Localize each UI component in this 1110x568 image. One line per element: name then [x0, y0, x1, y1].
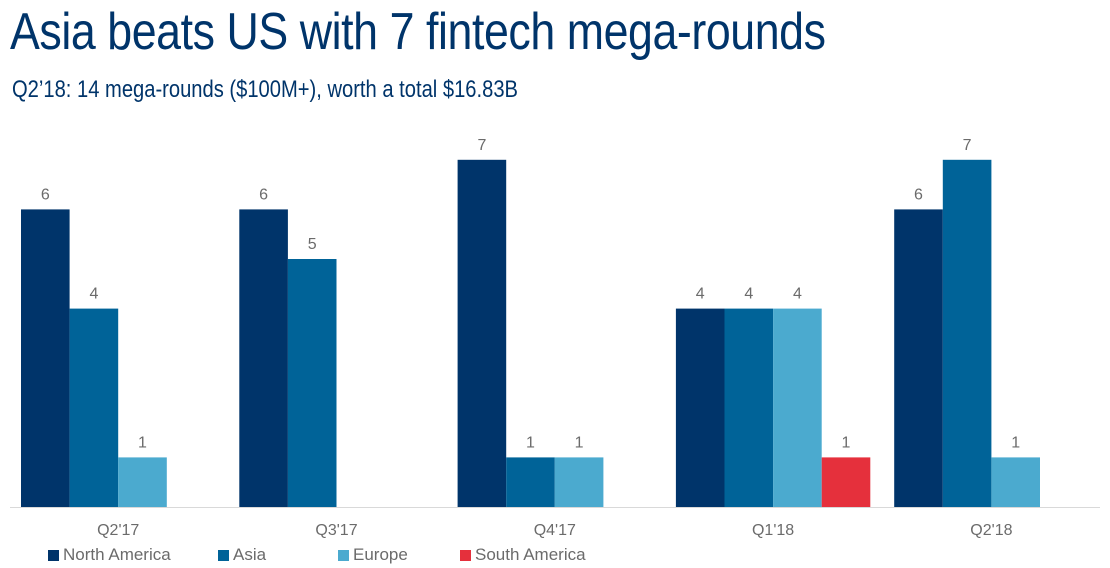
x-tick-label: Q2'18: [970, 522, 1012, 539]
bar-asia-Q218: [942, 159, 992, 508]
x-tick-label: Q1'18: [752, 522, 794, 539]
x-tick-label: Q4'17: [534, 522, 576, 539]
data-label: 1: [575, 434, 584, 451]
legend-swatch: [218, 549, 229, 561]
data-labels-layer: 6 4 1 6 5 7 1 1 4 4 4 1 6 7 1: [41, 137, 1020, 452]
data-label: 1: [842, 434, 851, 451]
data-label: 4: [696, 286, 705, 303]
bar-asia-Q217: [69, 308, 119, 507]
legend-item-asia: Asia: [218, 545, 338, 565]
legend-item-south-america: South America: [460, 545, 620, 565]
data-label: 6: [41, 186, 50, 203]
chart-subtitle: Q2’18: 14 mega-rounds ($100M+), worth a …: [12, 76, 518, 103]
data-label: 5: [308, 236, 317, 253]
bar-asia-Q118: [724, 308, 774, 507]
data-label: 4: [744, 286, 753, 303]
data-label: 1: [1011, 434, 1020, 451]
x-tick-label: Q2'17: [97, 522, 139, 539]
data-label: 6: [914, 186, 923, 203]
legend-swatch: [460, 549, 471, 561]
bar-north-america-Q217: [21, 209, 70, 507]
bar-europe-Q417: [554, 457, 604, 507]
bar-south-america-Q118: [821, 457, 871, 507]
x-tick-labels-layer: Q2'17 Q3'17 Q4'17 Q1'18 Q2'18: [97, 522, 1012, 539]
legend: North America Asia Europe South America: [48, 545, 620, 565]
data-label: 6: [259, 186, 268, 203]
legend-swatch: [338, 549, 349, 561]
bar-north-america-Q317: [239, 209, 288, 507]
bar-europe-Q217: [118, 457, 167, 507]
legend-label: Europe: [353, 545, 408, 564]
bar-north-america-Q417: [457, 159, 507, 508]
bar-asia-Q317: [287, 259, 337, 507]
x-tick-label: Q3'17: [315, 522, 357, 539]
bar-north-america-Q118: [675, 308, 725, 507]
legend-label: Asia: [233, 545, 267, 564]
data-label: 4: [793, 286, 802, 303]
bar-europe-Q118: [773, 308, 822, 507]
bar-north-america-Q218: [894, 209, 943, 507]
legend-swatch: [48, 549, 59, 561]
data-label: 1: [138, 434, 147, 451]
bar-asia-Q417: [506, 457, 555, 507]
bars-layer: [21, 159, 1040, 508]
legend-label: North America: [63, 545, 171, 564]
bar-europe-Q218: [991, 457, 1040, 507]
chart-title: Asia beats US with 7 fintech mega-rounds: [10, 3, 826, 61]
data-label: 1: [526, 434, 535, 451]
data-label: 7: [963, 137, 972, 154]
legend-label: South America: [475, 545, 586, 564]
legend-item-north-america: North America: [48, 545, 218, 565]
data-label: 7: [477, 137, 486, 154]
data-label: 4: [89, 286, 98, 303]
legend-item-europe: Europe: [338, 545, 460, 565]
